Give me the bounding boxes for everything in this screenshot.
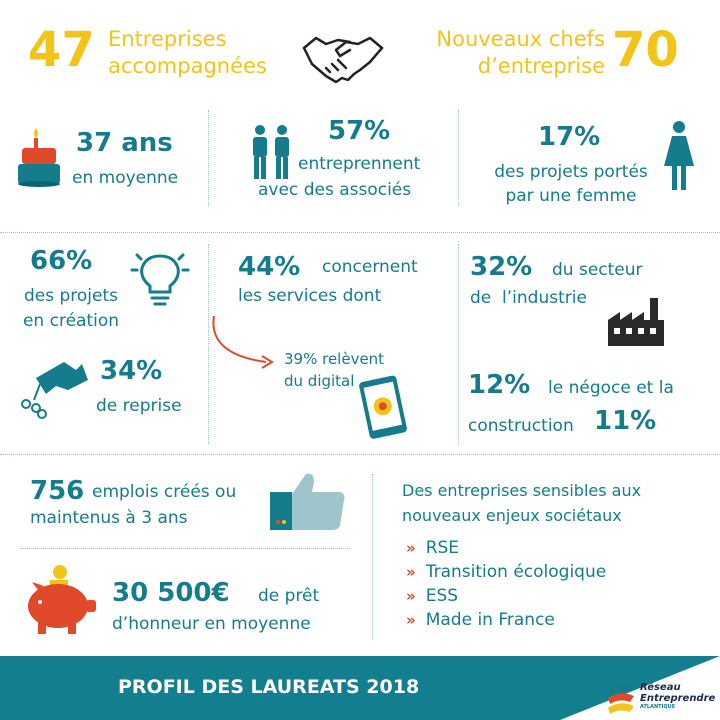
logo-text: Réseau Entreprendre ATLANTIQUE <box>640 682 716 710</box>
thumbs-up-icon <box>270 473 345 530</box>
piggy-bank-icon <box>28 565 96 634</box>
new-leaders-count: 70 <box>612 22 679 78</box>
age-value: 37 ans <box>76 128 173 158</box>
construction-label: construction <box>468 416 574 436</box>
negoce-value: 12% <box>468 370 531 400</box>
divider-vertical-2 <box>458 110 459 206</box>
birthday-cake-icon <box>18 128 60 187</box>
companies-count: 47 <box>28 22 95 78</box>
divider-horizontal-3 <box>20 548 350 549</box>
construction-value: 11% <box>594 406 657 436</box>
industry-label-1: du secteur <box>552 260 643 280</box>
list-item: » ESS <box>406 586 459 606</box>
divider-vertical-1 <box>208 110 209 206</box>
divider-vertical-4 <box>458 244 459 444</box>
jobs-value: 756 <box>30 476 85 506</box>
reprise-value: 34% <box>100 356 163 386</box>
tablet-icon <box>359 375 407 439</box>
chevron-icon: » <box>406 539 416 557</box>
partners-icon <box>253 125 289 179</box>
curved-arrow-icon <box>212 315 274 369</box>
chevron-icon: » <box>406 611 416 629</box>
keys-hand-icon <box>21 362 88 419</box>
partners-label-2: avec des associés <box>258 180 412 200</box>
digital-label: 39% relèvent du digital <box>284 350 385 390</box>
list-item: » Transition écologique <box>406 562 607 582</box>
companies-label: Entreprises accompagnées <box>108 27 267 78</box>
industry-label-2: de l’industrie <box>470 288 587 308</box>
footer-title: PROFIL DES LAUREATS 2018 <box>118 676 420 698</box>
factory-icon <box>608 298 664 346</box>
handshake-icon <box>302 36 384 84</box>
services-label-2: les services dont <box>238 286 382 306</box>
footer-bar: PROFIL DES LAUREATS 2018 <box>0 656 720 720</box>
reseau-entreprendre-logo <box>608 683 634 714</box>
services-label-1: concernent <box>322 257 418 277</box>
jobs-label-1: emplois créés ou <box>92 482 237 502</box>
divider-horizontal-2 <box>0 454 720 455</box>
women-value: 17% <box>538 122 601 152</box>
women-label: des projets portés par une femme <box>494 162 648 206</box>
societal-title: Des entreprises sensibles aux nouveaux e… <box>402 481 642 525</box>
creation-label: des projets en création <box>22 286 120 331</box>
chevron-icon: » <box>406 563 416 581</box>
chevron-icon: » <box>406 587 416 605</box>
age-label: en moyenne <box>72 168 179 188</box>
creation-value: 66% <box>30 246 93 276</box>
divider-horizontal-1 <box>0 232 720 233</box>
woman-icon <box>664 121 694 190</box>
divider-vertical-3 <box>208 244 209 444</box>
list-item: » RSE <box>406 538 460 558</box>
footer-swoosh <box>560 656 720 720</box>
jobs-label-2: maintenus à 3 ans <box>30 508 188 528</box>
list-item: » Made in France <box>406 610 555 630</box>
new-leaders-label: Nouveaux chefs d’entreprise <box>436 27 605 78</box>
reprise-label: de reprise <box>96 396 182 416</box>
loan-label-1: de prêt <box>258 586 320 606</box>
partners-label-1: entreprennent <box>298 154 421 174</box>
lightbulb-icon <box>130 253 190 306</box>
loan-value: 30 500€ <box>112 578 230 608</box>
loan-label-2: d’honneur en moyenne <box>112 614 311 634</box>
divider-vertical-5 <box>372 474 373 640</box>
partners-value: 57% <box>328 116 391 146</box>
industry-value: 32% <box>470 252 533 282</box>
services-value: 44% <box>238 252 301 282</box>
negoce-label: le négoce et la <box>548 378 674 398</box>
